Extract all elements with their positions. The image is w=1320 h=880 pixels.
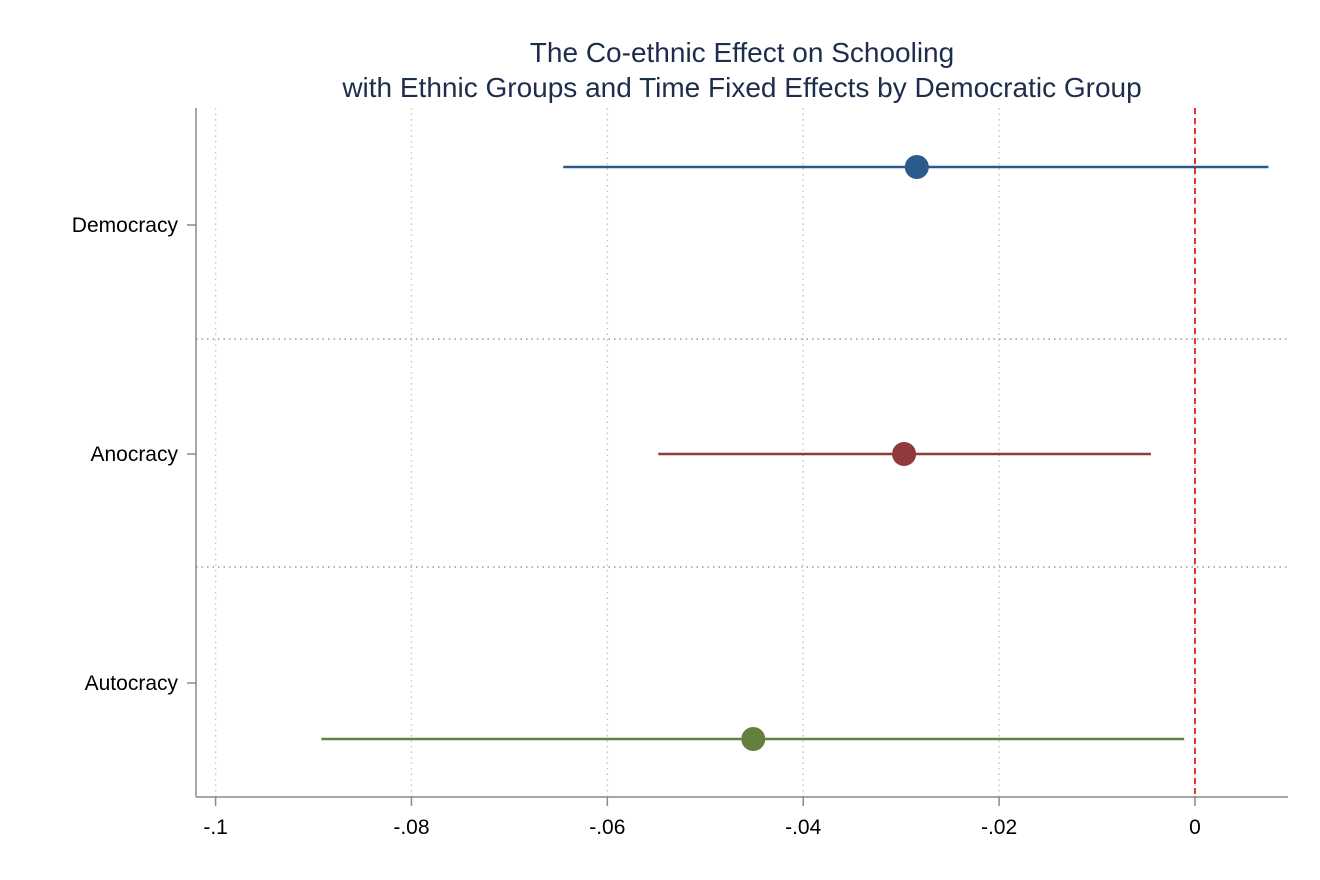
marks-layer [321, 155, 1269, 751]
x-tick-label: -.1 [203, 816, 228, 839]
axis-layer: -.1 -.08 -.06 -.04 -.02 0 Democracy Anocracy Aut… [72, 108, 1288, 839]
x-tick-label: -.04 [785, 816, 822, 839]
x-tick-label: 0 [1189, 816, 1201, 839]
x-tick-label: -.02 [981, 816, 1017, 839]
point-estimate-anocracy [892, 442, 917, 466]
x-tick-label: -.08 [393, 816, 429, 839]
chart-subtitle-line: with Ethnic Groups and Time Fixed Effect… [341, 72, 1141, 103]
x-tick-label: -.06 [589, 816, 625, 839]
y-category-label: Anocracy [90, 443, 178, 466]
y-category-label: Democracy [72, 214, 179, 237]
grid-layer [196, 108, 1288, 797]
point-estimate-autocracy [741, 727, 766, 751]
point-estimate-democracy [904, 155, 929, 179]
chart-title: The Co-ethnic Effect on Schooling with E… [341, 37, 1141, 103]
y-category-label: Autocracy [85, 672, 179, 695]
chart-title-line: The Co-ethnic Effect on Schooling [530, 37, 954, 68]
